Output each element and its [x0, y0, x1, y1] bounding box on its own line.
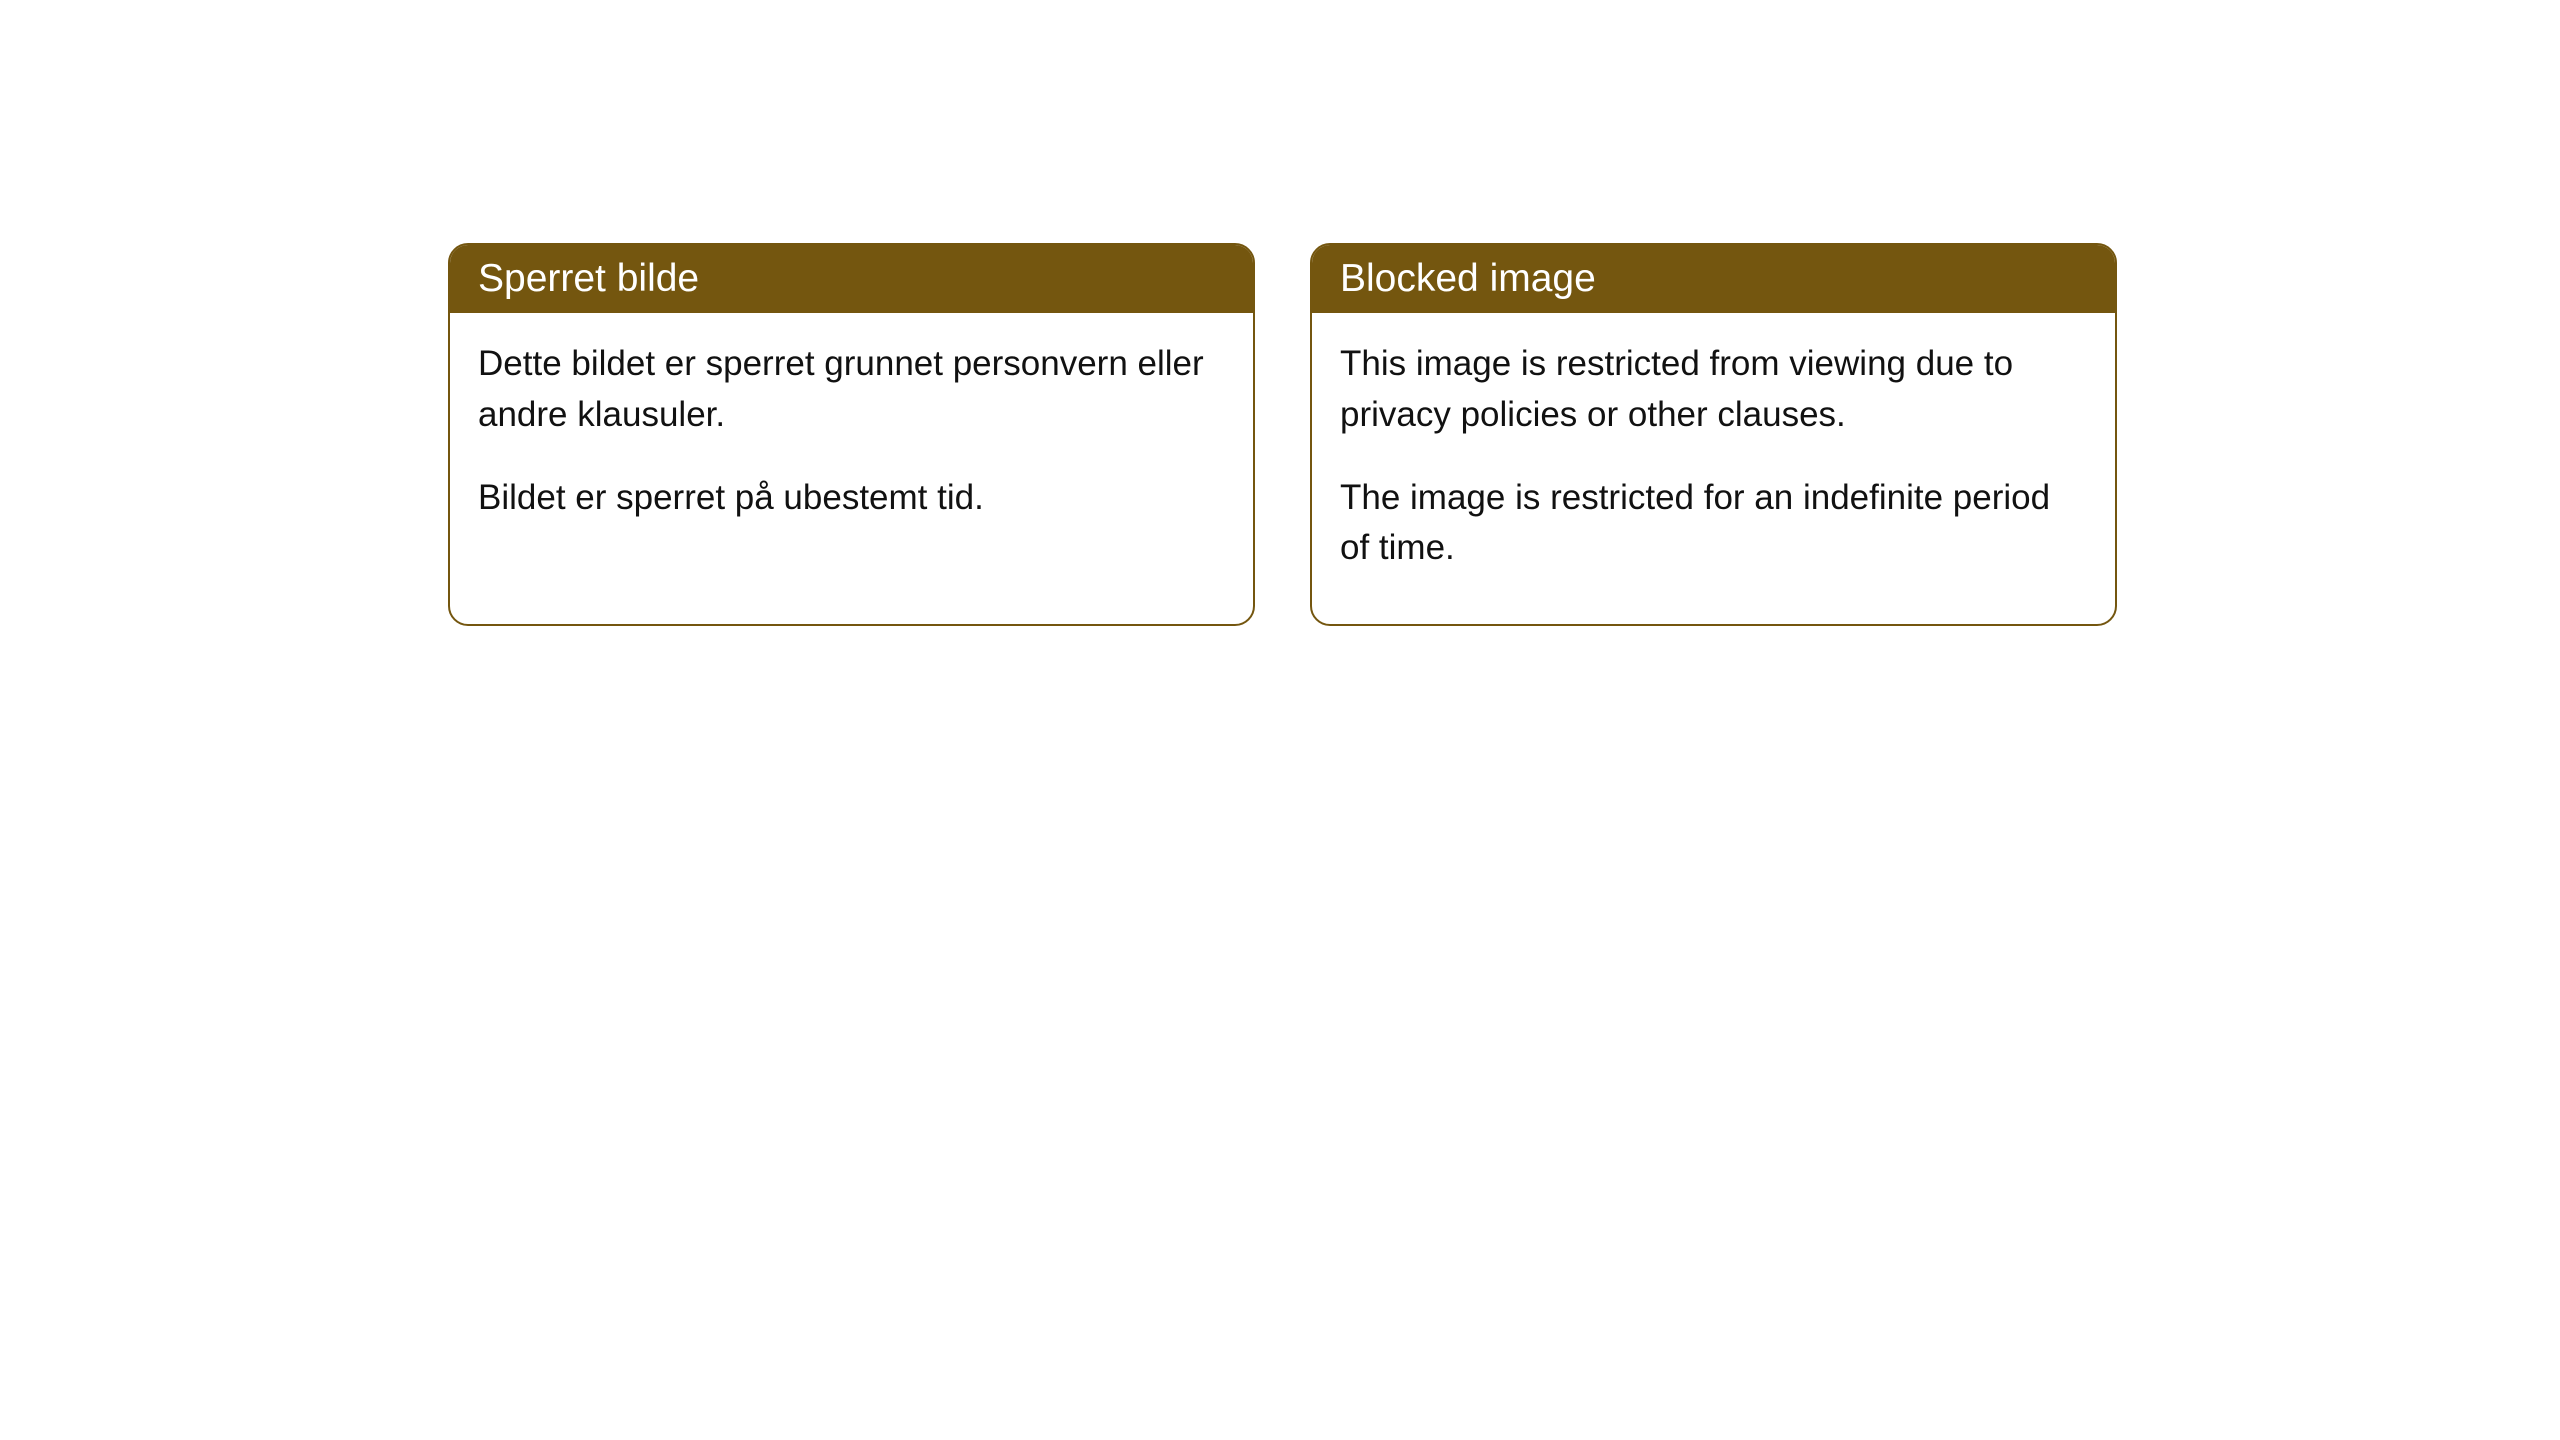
card-body: Dette bildet er sperret grunnet personve…	[450, 313, 1253, 573]
notice-container: Sperret bilde Dette bildet er sperret gr…	[0, 0, 2560, 626]
card-title: Sperret bilde	[450, 245, 1253, 313]
card-paragraph: Dette bildet er sperret grunnet personve…	[478, 339, 1225, 441]
notice-card-english: Blocked image This image is restricted f…	[1310, 243, 2117, 626]
card-paragraph: The image is restricted for an indefinit…	[1340, 473, 2087, 575]
notice-card-norwegian: Sperret bilde Dette bildet er sperret gr…	[448, 243, 1255, 626]
card-paragraph: Bildet er sperret på ubestemt tid.	[478, 473, 1225, 524]
card-paragraph: This image is restricted from viewing du…	[1340, 339, 2087, 441]
card-body: This image is restricted from viewing du…	[1312, 313, 2115, 624]
card-title: Blocked image	[1312, 245, 2115, 313]
